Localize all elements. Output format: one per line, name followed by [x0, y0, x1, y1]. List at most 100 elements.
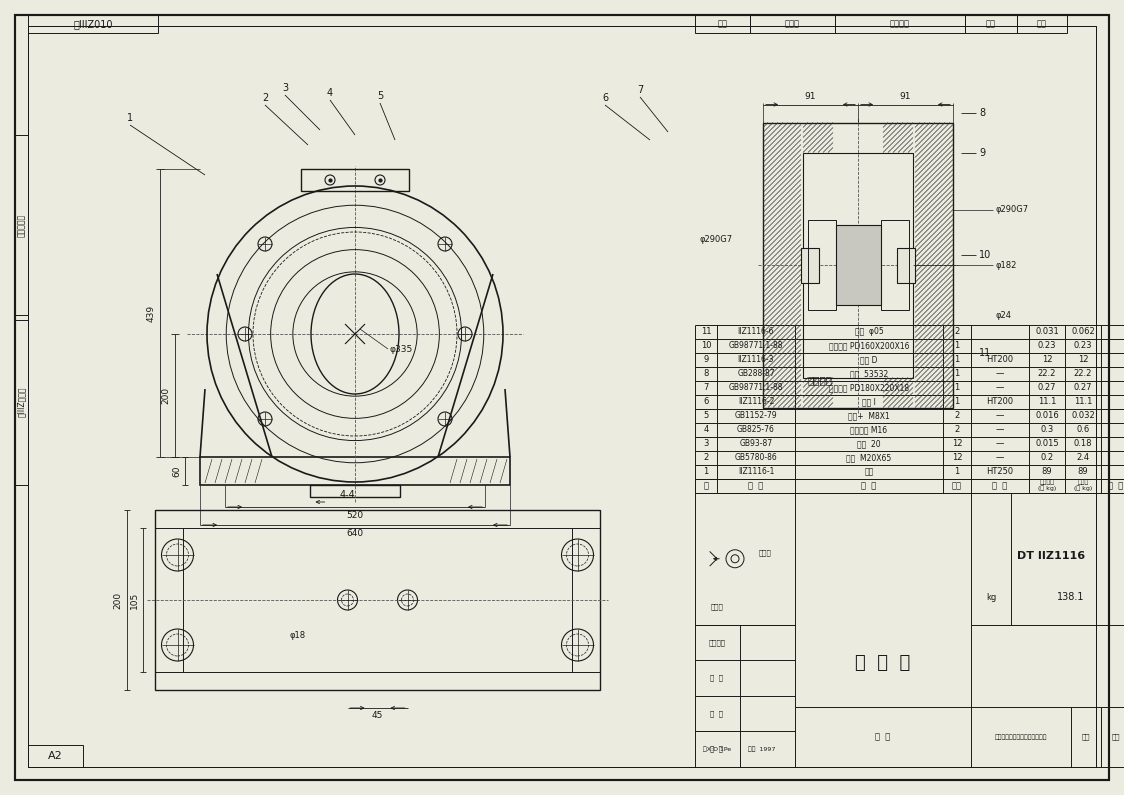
Text: 3: 3 — [704, 440, 709, 448]
Text: GB1152-79: GB1152-79 — [735, 412, 778, 421]
Text: IIZ1116-2: IIZ1116-2 — [737, 398, 774, 406]
Text: 吊环螺钉 M16: 吊环螺钉 M16 — [851, 425, 888, 435]
Text: 描图入: 描图入 — [710, 603, 724, 610]
Bar — [897, 247, 915, 282]
Text: 别IIIZ文件号: 别IIIZ文件号 — [17, 386, 26, 417]
Text: DT IIZ1116: DT IIZ1116 — [1017, 551, 1085, 561]
Text: 共页: 共页 — [1081, 734, 1090, 740]
Text: IIZ1116-6: IIZ1116-6 — [737, 328, 774, 336]
Text: 8: 8 — [979, 107, 985, 118]
Text: 11.1: 11.1 — [1073, 398, 1093, 406]
Text: —: — — [996, 412, 1004, 421]
Text: 2.4: 2.4 — [1077, 453, 1089, 463]
Text: 0.015: 0.015 — [1035, 440, 1059, 448]
Text: 透盖 I: 透盖 I — [862, 398, 876, 406]
Text: 640: 640 — [346, 529, 363, 537]
Text: GB825-76: GB825-76 — [737, 425, 774, 435]
Text: 校  对: 校 对 — [710, 710, 724, 717]
Text: (件 kg): (件 kg) — [1073, 485, 1093, 491]
Text: 5: 5 — [377, 91, 383, 101]
Text: 12: 12 — [952, 440, 962, 448]
Text: GB288-87: GB288-87 — [737, 370, 774, 378]
Text: 备  注: 备 注 — [1108, 482, 1124, 491]
Text: 6: 6 — [602, 93, 608, 103]
Bar — [15, 135, 28, 315]
Text: 89: 89 — [1042, 467, 1052, 476]
Text: 6: 6 — [704, 398, 709, 406]
Text: 名  称: 名 称 — [861, 482, 877, 491]
Text: A2: A2 — [47, 751, 62, 761]
Text: 透盖 D: 透盖 D — [860, 355, 878, 364]
Bar — [1017, 15, 1067, 33]
Text: 4: 4 — [327, 88, 333, 98]
Bar — [200, 457, 510, 485]
Text: 0.6: 0.6 — [1077, 425, 1089, 435]
Bar — [695, 15, 750, 33]
Text: 11: 11 — [700, 328, 711, 336]
Bar — [310, 485, 400, 497]
Text: 520: 520 — [346, 510, 363, 519]
Text: 序: 序 — [704, 482, 708, 491]
Text: φ335: φ335 — [390, 344, 414, 354]
Text: GB98771.1-88: GB98771.1-88 — [728, 342, 783, 351]
Text: 0.062: 0.062 — [1071, 328, 1095, 336]
Text: —: — — [996, 370, 1004, 378]
Text: 60: 60 — [172, 465, 181, 477]
Text: 200: 200 — [162, 387, 171, 404]
Text: 修改内容: 修改内容 — [890, 20, 910, 29]
Text: 轴  承  座: 轴 承 座 — [855, 653, 910, 672]
Text: HT250: HT250 — [987, 467, 1014, 476]
Text: 5: 5 — [704, 412, 708, 421]
Text: 数量: 数量 — [952, 482, 962, 491]
Text: 0.3: 0.3 — [1041, 425, 1053, 435]
Text: 技术要求: 技术要求 — [807, 375, 833, 385]
Text: 比X:D 1Pe: 比X:D 1Pe — [702, 747, 731, 752]
Bar — [15, 320, 28, 485]
Text: 1: 1 — [127, 113, 133, 123]
Text: 1: 1 — [954, 398, 960, 406]
Text: 1: 1 — [954, 383, 960, 393]
Text: 0.23: 0.23 — [1073, 342, 1093, 351]
Bar — [966, 15, 1017, 33]
Text: 2: 2 — [954, 412, 960, 421]
Bar — [807, 220, 835, 310]
Text: 0.031: 0.031 — [1035, 328, 1059, 336]
Text: 1: 1 — [954, 467, 960, 476]
Bar — [835, 15, 966, 33]
Text: φ18: φ18 — [290, 630, 306, 639]
Text: 0.032: 0.032 — [1071, 412, 1095, 421]
Text: 别IIIZ010: 别IIIZ010 — [73, 19, 112, 29]
Bar — [301, 169, 409, 191]
Text: 138.1: 138.1 — [1058, 592, 1085, 602]
Text: 管塞油封 PD160X200X16: 管塞油封 PD160X200X16 — [828, 342, 909, 351]
Text: 垫圈  20: 垫圈 20 — [858, 440, 881, 448]
Text: 螺栓  M20X65: 螺栓 M20X65 — [846, 453, 891, 463]
Text: 2: 2 — [262, 93, 269, 103]
Text: 0.23: 0.23 — [1037, 342, 1057, 351]
Text: 单  件: 单 件 — [876, 732, 890, 742]
Text: 轴承  53532: 轴承 53532 — [850, 370, 888, 378]
Text: φ182: φ182 — [996, 261, 1017, 270]
Text: 重庆宇宙制造联合股份有限公司: 重庆宇宙制造联合股份有限公司 — [995, 734, 1048, 739]
Bar — [695, 479, 1124, 493]
Text: 签名: 签名 — [986, 20, 996, 29]
Text: IIZ1116-3: IIZ1116-3 — [737, 355, 774, 364]
Text: IIZ1116-1: IIZ1116-1 — [737, 467, 774, 476]
Text: kg: kg — [986, 592, 996, 602]
Text: 89: 89 — [1078, 467, 1088, 476]
Text: 12: 12 — [1042, 355, 1052, 364]
Text: 均土+  M8X1: 均土+ M8X1 — [849, 412, 890, 421]
Text: —: — — [996, 383, 1004, 393]
Text: 审  核: 审 核 — [710, 675, 724, 681]
Text: 2: 2 — [954, 425, 960, 435]
Bar — [880, 220, 908, 310]
Text: 堵盖  φ05: 堵盖 φ05 — [854, 328, 883, 336]
Text: 200: 200 — [114, 591, 123, 608]
Text: φ290G7: φ290G7 — [700, 235, 733, 245]
Text: 8: 8 — [704, 370, 709, 378]
Text: 工艺会审: 工艺会审 — [708, 639, 725, 646]
Text: —: — — [996, 425, 1004, 435]
Text: 总重量: 总重量 — [1078, 479, 1089, 485]
Text: 处数: 处数 — [717, 20, 727, 29]
Text: (件 kg): (件 kg) — [1037, 485, 1057, 491]
